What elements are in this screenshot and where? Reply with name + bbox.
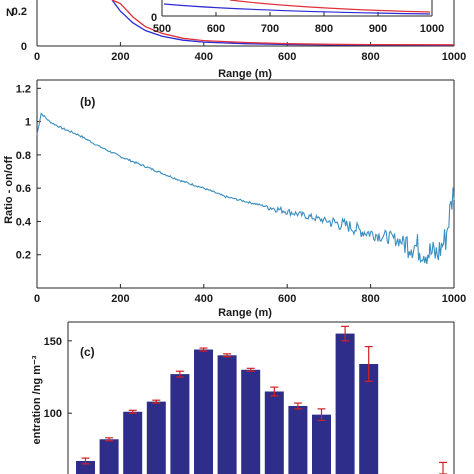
panel-b-ytick-label: 0.8 (16, 150, 31, 162)
panel-a-xtick-label: 0 (34, 51, 40, 63)
inset-xtick-label: 900 (369, 23, 387, 35)
panel-a-ytick-0: 0 (21, 41, 27, 53)
panel-b-xtick-label: 1000 (442, 293, 466, 305)
panel-a-xtick-label: 800 (361, 51, 379, 63)
inset-xtick-label: 1000 (420, 23, 444, 35)
panel-b-ytick-label: 0.6 (16, 183, 31, 195)
panel-a-xtick-label: 1000 (442, 51, 466, 63)
panel-b-label: (b) (80, 95, 95, 109)
panel-a-xtick-label: 400 (195, 51, 213, 63)
inset-xtick-label: 800 (315, 23, 333, 35)
panel-a-ylabel: N (6, 7, 14, 19)
panel-a-xlabel: Range (m) (218, 68, 272, 80)
panel-b-xtick-label: 200 (111, 293, 129, 305)
inset-xtick-label: 500 (153, 23, 171, 35)
panel-c-bar (194, 349, 213, 474)
panel-c-bar (217, 355, 237, 474)
panel-b-xlabel: Range (m) (218, 307, 272, 319)
inset-xtick-label: 600 (207, 23, 225, 35)
panel-b-xtick-label: 0 (34, 293, 40, 305)
panel-c-bar (335, 333, 355, 474)
panel-c-bar (288, 405, 308, 474)
panel-c-bar (76, 460, 95, 474)
panel-b-chart: (b) 0.2 0.4 0.6 0.8 1 1.2 0 200 400 600 800 1000 R… (3, 79, 466, 319)
panel-c-bar (146, 401, 166, 474)
panel-b-ylabel: Ratio - on/off (3, 156, 15, 224)
panel-c-ytick-label: 100 (44, 408, 62, 420)
panel-b-xtick-label: 800 (361, 293, 379, 305)
panel-b-series-ratio (36, 112, 455, 264)
panel-b-ytick-label: 0.4 (16, 216, 32, 228)
panel-c-ylabel: entration /ng m⁻³ (31, 355, 43, 444)
panel-b-ytick-label: 0.2 (16, 250, 31, 262)
panel-c-bar (264, 391, 284, 474)
panel-c-bar (170, 374, 190, 474)
panel-c-bar (359, 363, 379, 474)
panel-c-bar (99, 439, 119, 474)
panel-c-ytick-label: 150 (44, 336, 62, 348)
panel-c-bar (241, 369, 261, 474)
panel-a-chart: N 0.2 0 0 200 400 600 800 1000 Range (m) 0 50… (6, 0, 466, 80)
panel-b-ytick-label: 1.2 (16, 83, 31, 95)
panel-b-ytick-label: 1 (25, 117, 31, 129)
panel-b-xtick-label: 600 (278, 293, 296, 305)
panel-c-bar (312, 414, 331, 474)
inset-ytick-0: 0 (151, 12, 157, 24)
panel-b-xtick-label: 400 (195, 293, 213, 305)
panel-a-xtick-label: 600 (278, 51, 296, 63)
inset-series-blue (163, 3, 431, 15)
panel-a-inset: 0 500 600 700 800 900 1000 (151, 0, 444, 35)
panel-c-chart: (c) 100 150 entration /ng m⁻³ (31, 321, 455, 474)
inset-xtick-label: 700 (261, 23, 279, 35)
panel-c-bar (123, 411, 143, 474)
panel-c-label: (c) (80, 345, 95, 359)
panel-a-ytick-0.2: 0.2 (12, 6, 27, 18)
inset-series-red (229, 0, 431, 13)
panel-a-xtick-label: 200 (111, 51, 129, 63)
panel-a-series-1 (111, 0, 455, 46)
